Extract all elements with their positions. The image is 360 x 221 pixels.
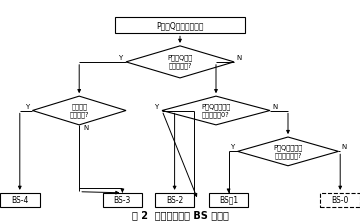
FancyBboxPatch shape [103, 193, 142, 207]
Polygon shape [32, 96, 126, 125]
Polygon shape [238, 137, 338, 166]
FancyBboxPatch shape [155, 193, 194, 207]
Text: 边缘也是
宏块边缘?: 边缘也是 宏块边缘? [69, 103, 89, 118]
Text: P、Q参考帧或
运动矢量不同?: P、Q参考帧或 运动矢量不同? [273, 144, 303, 159]
Text: BS-0: BS-0 [332, 196, 349, 204]
FancyBboxPatch shape [209, 193, 248, 207]
Text: 图 2  像素边缘强度 BS 的获取: 图 2 像素边缘强度 BS 的获取 [131, 210, 229, 221]
Text: N: N [273, 103, 278, 110]
Text: P块与Q块之间的边缘: P块与Q块之间的边缘 [156, 21, 204, 30]
FancyBboxPatch shape [0, 193, 40, 207]
Text: P块或Q块是
否帧内编码?: P块或Q块是 否帧内编码? [167, 55, 193, 69]
Text: Y: Y [230, 144, 234, 151]
Text: N: N [341, 144, 346, 151]
Text: N: N [237, 55, 242, 61]
Polygon shape [162, 96, 270, 125]
FancyBboxPatch shape [320, 193, 360, 207]
Text: BS-4: BS-4 [11, 196, 28, 204]
Text: BS-3: BS-3 [114, 196, 131, 204]
FancyBboxPatch shape [115, 17, 245, 33]
Polygon shape [126, 46, 234, 78]
Text: BS-2: BS-2 [166, 196, 183, 204]
Text: Y: Y [25, 103, 29, 110]
Text: BS＿1: BS＿1 [219, 196, 238, 204]
Text: N: N [83, 125, 88, 131]
Text: Y: Y [118, 55, 123, 61]
Text: Y: Y [154, 103, 159, 110]
Text: P、Q残差变换
系数都不为0?: P、Q残差变换 系数都不为0? [201, 103, 231, 118]
